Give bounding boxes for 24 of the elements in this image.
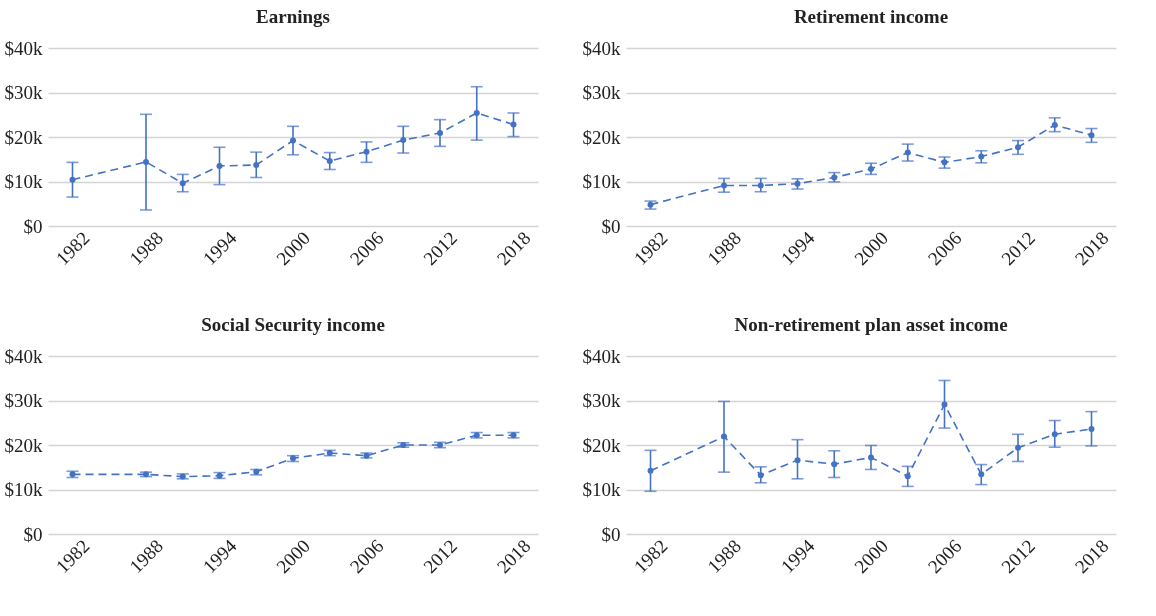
y-tick-label: $40k [582,37,621,59]
y-tick-label: $0 [23,215,43,237]
y-tick-label: $30k [582,390,621,411]
y-tick-label: $0 [601,215,621,237]
y-tick-label: $0 [23,523,43,545]
chart-title: Social Security income [201,314,385,335]
chart-title: Non-retirement plan asset income [734,314,1008,335]
y-tick-label: $0 [601,523,621,545]
y-tick-label: $20k [582,126,621,148]
y-tick-label: $10k [4,479,43,500]
y-tick-label: $20k [4,126,43,148]
y-tick-label: $40k [4,345,43,367]
y-tick-label: $10k [4,171,43,192]
y-tick-label: $10k [582,479,621,500]
y-tick-label: $20k [4,434,43,456]
chart-title: Earnings [256,6,330,27]
y-tick-label: $10k [582,171,621,192]
y-tick-label: $20k [582,434,621,456]
y-tick-label: $30k [582,82,621,103]
chart-title: Retirement income [793,6,949,27]
y-tick-label: $30k [4,82,43,103]
y-tick-label: $30k [4,390,43,411]
y-tick-label: $40k [4,37,43,59]
y-tick-label: $40k [582,345,621,367]
